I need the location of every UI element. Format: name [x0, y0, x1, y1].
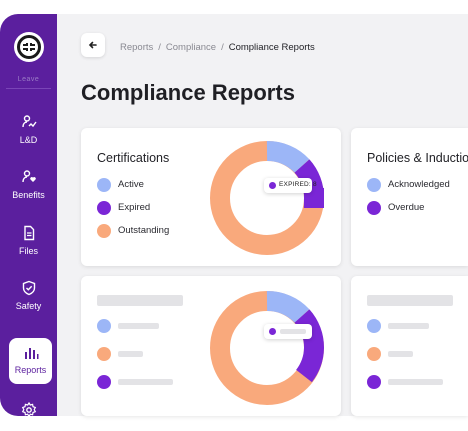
tooltip-text: EXPIRED: 8: [279, 181, 317, 188]
legend-label: Acknowledged: [388, 179, 450, 190]
card-title: Policies & Inductio: [367, 151, 468, 165]
skeleton-label: [388, 323, 429, 329]
sidebar-item-label: Benefits: [12, 190, 45, 200]
skeleton-label: [388, 379, 443, 385]
legend-dot: [97, 375, 111, 389]
loading-card: [81, 276, 341, 416]
legend-dot: [367, 319, 381, 333]
skeleton-label: [388, 351, 413, 357]
skeleton-title: [97, 295, 183, 306]
legend-dot: [97, 224, 111, 238]
skeleton-label: [118, 351, 143, 357]
legend-dot: [367, 201, 381, 215]
breadcrumb-reports[interactable]: Reports: [120, 42, 154, 53]
sidebar-item-label: Safety: [15, 301, 42, 311]
benefits-icon: [21, 170, 36, 183]
sidebar-item-label: Files: [18, 246, 38, 256]
file-icon: [23, 225, 34, 241]
gear-icon: [21, 402, 36, 416]
sidebar-item-safety[interactable]: Safety: [0, 280, 57, 324]
certifications-card[interactable]: Certifications Active Expired Outstandin…: [81, 128, 341, 266]
legend-label: Active: [118, 179, 144, 190]
logo-subtext: Leave: [17, 76, 40, 83]
breadcrumb-current: Compliance Reports: [228, 42, 315, 53]
breadcrumb: Reports / Compliance / Compliance Reports: [120, 42, 315, 53]
sidebar-divider: [6, 88, 51, 89]
sidebar-item-benefits[interactable]: Benefits: [0, 169, 57, 213]
legend-dot: [367, 375, 381, 389]
tooltip-dot: [269, 328, 276, 335]
donut-segment-active[interactable]: [266, 141, 310, 174]
sidebar-item-learning[interactable]: L&D: [0, 114, 57, 158]
certifications-donut-chart[interactable]: [207, 138, 327, 258]
logo-mark-icon: [15, 33, 43, 61]
legend-label: Expired: [118, 202, 151, 213]
bar-chart-icon: [24, 348, 38, 359]
sidebar-item-files[interactable]: Files: [0, 225, 57, 269]
legend-dot: [367, 347, 381, 361]
legend-dot: [97, 319, 111, 333]
company-logo[interactable]: [14, 32, 44, 62]
skeleton-tooltip-text: [280, 329, 306, 334]
chart-tooltip: [264, 324, 312, 339]
sidebar: Leave L&D Benefits Files Safety: [0, 14, 57, 416]
page-title: Compliance Reports: [81, 80, 295, 105]
card-title: Certifications: [97, 151, 170, 165]
donut-segment: [294, 309, 324, 383]
legend-label: Outstanding: [118, 225, 170, 236]
breadcrumb-separator: /: [221, 42, 224, 53]
sidebar-item-label: L&D: [19, 135, 38, 145]
learning-icon: [21, 115, 37, 128]
chart-tooltip: EXPIRED: 8: [264, 178, 317, 193]
tooltip-dot: [269, 182, 276, 189]
policies-card[interactable]: Policies & Inductio Acknowledged Overdue: [351, 128, 468, 266]
breadcrumb-separator: /: [158, 42, 161, 53]
legend-dot: [97, 201, 111, 215]
skeleton-label: [118, 379, 173, 385]
donut-segment: [266, 291, 310, 324]
sidebar-item-settings[interactable]: [0, 402, 57, 416]
skeleton-title: [367, 295, 453, 306]
legend-dot: [97, 347, 111, 361]
legend-dot: [367, 178, 381, 192]
sidebar-item-label: Reports: [14, 365, 47, 375]
main-panel: Reports / Compliance / Compliance Reports Co…: [57, 14, 468, 416]
breadcrumb-compliance[interactable]: Compliance: [165, 42, 217, 53]
legend-dot: [97, 178, 111, 192]
legend-label: Overdue: [388, 202, 425, 213]
shield-icon: [22, 280, 35, 296]
placeholder-donut-chart: [210, 291, 324, 405]
back-button[interactable]: [81, 33, 105, 57]
sidebar-item-reports[interactable]: Reports: [9, 338, 52, 384]
skeleton-label: [118, 323, 159, 329]
loading-card: [351, 276, 468, 416]
arrow-left-icon: [88, 41, 97, 49]
